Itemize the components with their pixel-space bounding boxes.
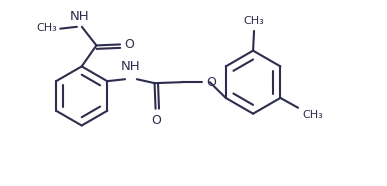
Text: CH₃: CH₃	[36, 23, 57, 33]
Text: CH₃: CH₃	[244, 16, 264, 26]
Text: NH: NH	[70, 10, 90, 23]
Text: NH: NH	[121, 60, 141, 73]
Text: O: O	[124, 38, 134, 51]
Text: CH₃: CH₃	[302, 110, 323, 120]
Text: O: O	[206, 76, 216, 89]
Text: O: O	[152, 114, 161, 127]
